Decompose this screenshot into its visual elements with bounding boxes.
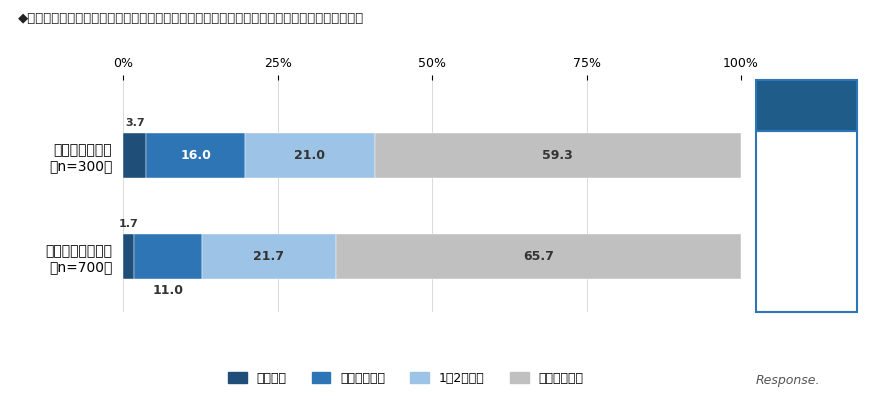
Bar xyxy=(336,234,742,279)
Bar xyxy=(202,234,336,279)
Text: 16.0: 16.0 xyxy=(180,149,211,162)
Text: ある
（計）: ある （計） xyxy=(793,89,820,122)
Bar xyxy=(123,133,146,178)
Bar xyxy=(134,234,202,279)
Text: 59.3: 59.3 xyxy=(542,149,573,162)
Text: 3.7: 3.7 xyxy=(125,118,145,128)
Text: 1.7: 1.7 xyxy=(119,219,138,229)
Bar xyxy=(146,133,245,178)
Text: 21.0: 21.0 xyxy=(295,149,325,162)
Bar xyxy=(123,234,134,279)
Legend: よくある, ときどきある, 1〜2回ある, まったくない: よくある, ときどきある, 1〜2回ある, まったくない xyxy=(223,367,588,390)
Text: ◆翌日に車を運転するのに、ついついお酒を飲み過ぎてしまうことはあるか　［単一回答形式］: ◆翌日に車を運転するのに、ついついお酒を飲み過ぎてしまうことはあるか ［単一回答… xyxy=(18,12,364,25)
Bar xyxy=(375,133,741,178)
FancyBboxPatch shape xyxy=(756,131,857,312)
Text: 40.7: 40.7 xyxy=(784,147,829,165)
FancyBboxPatch shape xyxy=(756,80,857,131)
Text: 34.3: 34.3 xyxy=(784,248,829,266)
Bar xyxy=(245,133,375,178)
Text: 11.0: 11.0 xyxy=(153,284,183,297)
Text: 65.7: 65.7 xyxy=(523,250,554,263)
Text: 21.7: 21.7 xyxy=(253,250,284,263)
Text: Response.: Response. xyxy=(756,374,820,387)
